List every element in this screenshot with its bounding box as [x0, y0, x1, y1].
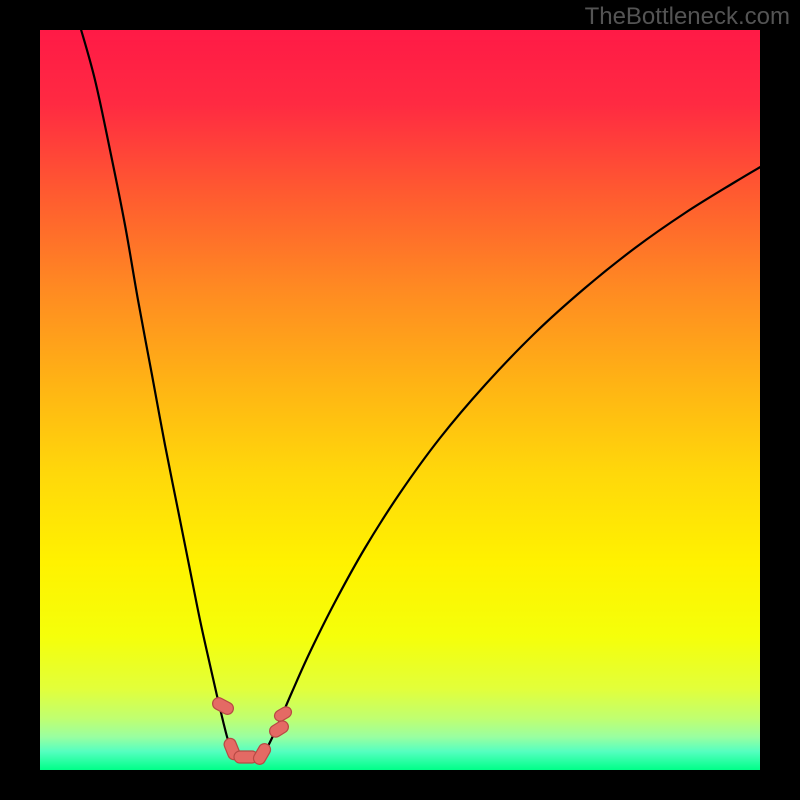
- attribution-text: TheBottleneck.com: [585, 3, 790, 31]
- bottleneck-chart: [0, 0, 800, 800]
- plot-background: [40, 30, 760, 770]
